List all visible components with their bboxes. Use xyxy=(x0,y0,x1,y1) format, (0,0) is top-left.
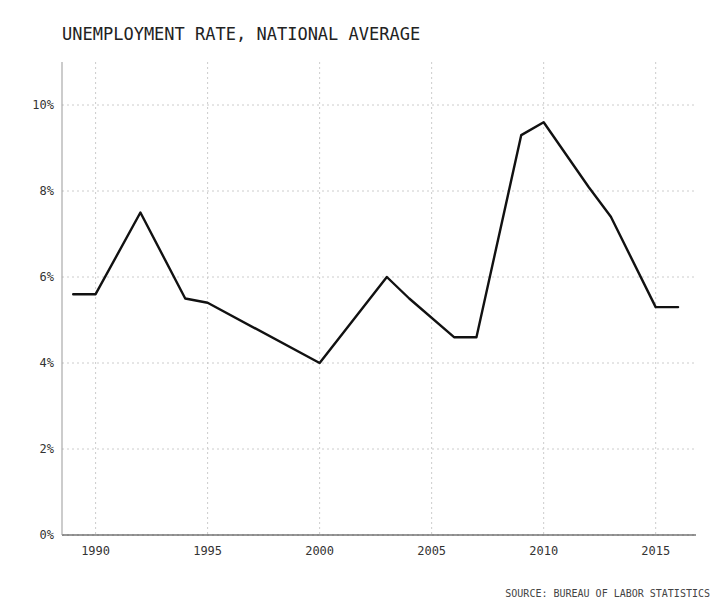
grid-line-x xyxy=(207,62,208,535)
y-tick-label: 2% xyxy=(40,442,55,456)
x-tick-label: 2005 xyxy=(417,544,446,558)
y-tick-label: 0% xyxy=(40,528,55,542)
grid xyxy=(62,62,696,535)
grid-line-y xyxy=(62,105,696,106)
grid-line-y xyxy=(62,363,696,364)
grid-line-x xyxy=(655,62,656,535)
source-annotation: SOURCE: BUREAU OF LABOR STATISTICS xyxy=(505,588,710,599)
grid-line-x xyxy=(95,62,96,535)
chart-container: UNEMPLOYMENT RATE, NATIONAL AVERAGE 0% 2% 4… xyxy=(0,0,720,607)
x-tick-label: 2000 xyxy=(305,544,334,558)
y-axis-line xyxy=(62,62,63,535)
x-tick-label: 1990 xyxy=(81,544,110,558)
y-tick-label: 8% xyxy=(40,184,55,198)
data-line xyxy=(73,122,678,363)
chart-svg: UNEMPLOYMENT RATE, NATIONAL AVERAGE 0% 2% 4… xyxy=(0,0,720,607)
y-tick-label: 10% xyxy=(32,98,54,112)
grid-line-y xyxy=(62,277,696,278)
grid-line-x xyxy=(543,62,544,535)
grid-line-x xyxy=(319,62,320,535)
x-tick-label: 2010 xyxy=(529,544,558,558)
grid-line-y xyxy=(62,449,696,450)
y-tick-label: 6% xyxy=(40,270,55,284)
plot-area xyxy=(73,122,678,363)
grid-line-y xyxy=(62,535,696,536)
x-axis-line xyxy=(62,534,696,535)
grid-line-y xyxy=(62,191,696,192)
grid-line-x xyxy=(431,62,432,535)
x-tick-label: 1995 xyxy=(193,544,222,558)
title: UNEMPLOYMENT RATE, NATIONAL AVERAGE xyxy=(62,24,420,44)
x-tick-label: 2015 xyxy=(641,544,670,558)
y-tick-label: 4% xyxy=(40,356,55,370)
